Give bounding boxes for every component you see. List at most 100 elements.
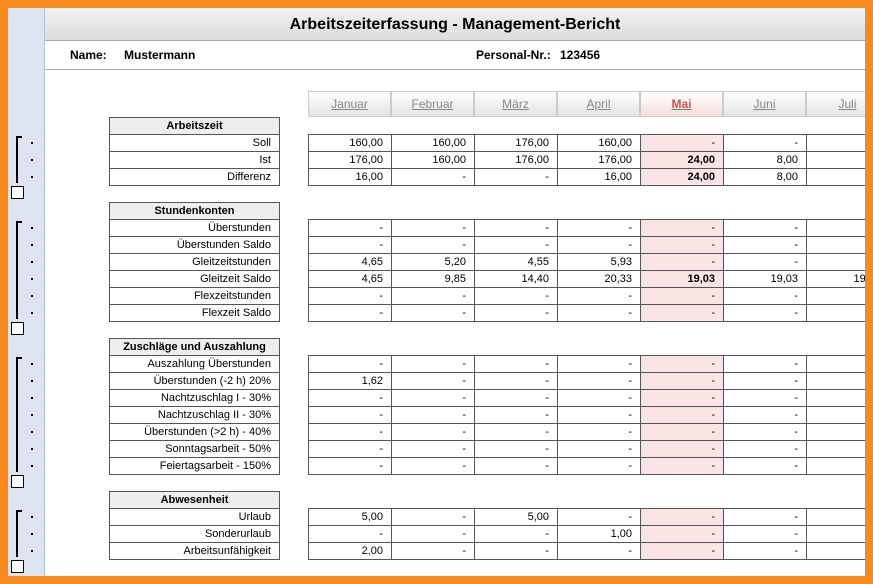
row-label: Sonntagsarbeit - 50% bbox=[109, 440, 280, 458]
value-cell: - bbox=[391, 219, 475, 237]
value-cell: - bbox=[474, 440, 558, 458]
outline-dot bbox=[31, 397, 33, 399]
outline-dot bbox=[31, 550, 33, 552]
value-cell: - bbox=[640, 253, 724, 271]
collapse-button[interactable] bbox=[11, 560, 24, 573]
value-cell: 5,93 bbox=[557, 253, 641, 271]
value-cell: - bbox=[723, 355, 807, 373]
row-label: Soll bbox=[109, 134, 280, 152]
row-label: Überstunden bbox=[109, 219, 280, 237]
value-cell: - bbox=[474, 287, 558, 305]
value-cell: - bbox=[557, 287, 641, 305]
value-cell: - bbox=[723, 372, 807, 390]
value-cell: - bbox=[391, 406, 475, 424]
value-cell: 1,00 bbox=[557, 525, 641, 543]
value-cell: - bbox=[308, 423, 392, 441]
value-cell: - bbox=[723, 219, 807, 237]
row-label: Überstunden Saldo bbox=[109, 236, 280, 254]
value-cell: - bbox=[308, 525, 392, 543]
collapse-button[interactable] bbox=[11, 186, 24, 199]
section-header: Stundenkonten bbox=[109, 202, 280, 220]
value-cell: - bbox=[391, 457, 475, 475]
value-cell bbox=[806, 389, 865, 407]
outline-dot bbox=[31, 363, 33, 365]
value-cell: - bbox=[557, 508, 641, 526]
value-cell: - bbox=[723, 134, 807, 152]
value-cell: - bbox=[640, 355, 724, 373]
value-cell: - bbox=[391, 525, 475, 543]
value-cell: - bbox=[308, 406, 392, 424]
row-label: Arbeitsunfähigkeit bbox=[109, 542, 280, 560]
value-cell bbox=[806, 355, 865, 373]
value-cell: - bbox=[308, 219, 392, 237]
value-cell bbox=[806, 219, 865, 237]
value-cell: - bbox=[557, 423, 641, 441]
value-cell: 2,00 bbox=[308, 542, 392, 560]
value-cell: 4,55 bbox=[474, 253, 558, 271]
value-cell bbox=[806, 287, 865, 305]
row-label: Differenz bbox=[109, 168, 280, 186]
value-cell: - bbox=[308, 440, 392, 458]
value-cell: - bbox=[557, 236, 641, 254]
value-cell: 160,00 bbox=[557, 134, 641, 152]
outline-dot bbox=[31, 295, 33, 297]
value-cell bbox=[806, 508, 865, 526]
outline-dot bbox=[31, 380, 33, 382]
section-header: Abwesenheit bbox=[109, 491, 280, 509]
value-cell: - bbox=[474, 372, 558, 390]
value-cell: - bbox=[723, 423, 807, 441]
value-cell: - bbox=[391, 372, 475, 390]
value-cell: 5,20 bbox=[391, 253, 475, 271]
value-cell: - bbox=[640, 134, 724, 152]
value-cell: - bbox=[723, 236, 807, 254]
collapse-button[interactable] bbox=[11, 322, 24, 335]
value-cell: - bbox=[474, 525, 558, 543]
value-cell: 160,00 bbox=[391, 151, 475, 169]
value-cell: 176,00 bbox=[557, 151, 641, 169]
value-cell: - bbox=[474, 457, 558, 475]
outline-bracket bbox=[16, 221, 22, 319]
month-header: Mai bbox=[640, 91, 723, 117]
month-header: April bbox=[557, 91, 640, 117]
value-cell: - bbox=[723, 287, 807, 305]
value-cell: - bbox=[557, 406, 641, 424]
row-label: Sonderurlaub bbox=[109, 525, 280, 543]
value-cell: - bbox=[557, 542, 641, 560]
outline-dot bbox=[31, 244, 33, 246]
value-cell: - bbox=[723, 457, 807, 475]
value-cell: - bbox=[723, 406, 807, 424]
row-label: Überstunden (-2 h) 20% bbox=[109, 372, 280, 390]
value-cell: 19,03 bbox=[806, 270, 865, 288]
outline-dot bbox=[31, 227, 33, 229]
value-cell: - bbox=[640, 406, 724, 424]
row-label: Überstunden (>2 h) - 40% bbox=[109, 423, 280, 441]
title: Arbeitszeiterfassung - Management-Berich… bbox=[45, 8, 865, 41]
value-cell: - bbox=[640, 372, 724, 390]
value-cell: 8,00 bbox=[723, 168, 807, 186]
value-cell: - bbox=[723, 508, 807, 526]
row-label: Nachtzuschlag II - 30% bbox=[109, 406, 280, 424]
value-cell: - bbox=[557, 372, 641, 390]
collapse-button[interactable] bbox=[11, 475, 24, 488]
value-cell: - bbox=[308, 355, 392, 373]
value-cell: 1,62 bbox=[308, 372, 392, 390]
value-cell: 160,00 bbox=[308, 134, 392, 152]
value-cell: - bbox=[640, 508, 724, 526]
value-cell: - bbox=[723, 542, 807, 560]
month-header: Januar bbox=[308, 91, 391, 117]
value-cell: - bbox=[474, 236, 558, 254]
value-cell: 9,85 bbox=[391, 270, 475, 288]
value-cell: - bbox=[391, 508, 475, 526]
value-cell bbox=[806, 542, 865, 560]
value-cell: 24,00 bbox=[640, 168, 724, 186]
month-header: März bbox=[474, 91, 557, 117]
value-cell: 176,00 bbox=[308, 151, 392, 169]
value-cell: 16,00 bbox=[308, 168, 392, 186]
value-cell: - bbox=[723, 440, 807, 458]
row-label: Urlaub bbox=[109, 508, 280, 526]
row-label: Feiertagsarbeit - 150% bbox=[109, 457, 280, 475]
value-cell: 20,33 bbox=[557, 270, 641, 288]
value-cell bbox=[806, 253, 865, 271]
outline-gutter bbox=[8, 8, 45, 576]
